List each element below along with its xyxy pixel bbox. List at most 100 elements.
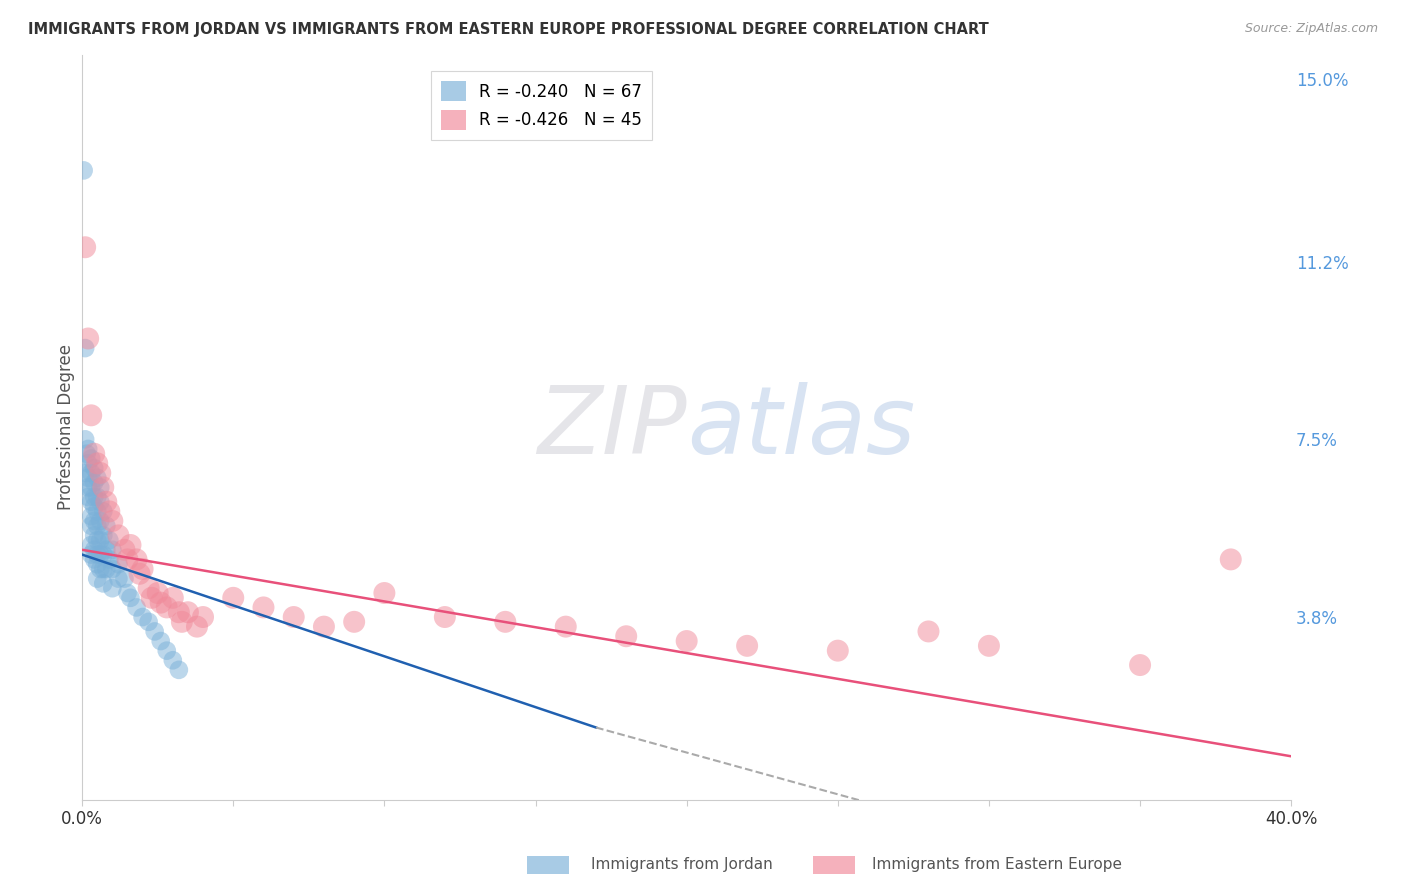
Point [252,600,274,615]
Point [80,451,103,466]
Point [72,163,94,178]
Point [138,615,160,629]
Point [96,542,118,557]
Point [977,639,1000,653]
Y-axis label: Professional Degree: Professional Degree [58,344,75,510]
Point [101,562,124,576]
Point [86,572,108,586]
Point [91,528,114,542]
Point [107,558,129,572]
Point [86,518,108,533]
Point [96,495,118,509]
Text: atlas: atlas [686,382,915,473]
Text: Immigrants from Jordan: Immigrants from Jordan [591,857,772,872]
Point [80,538,103,552]
Point [143,624,166,639]
Text: ZIP: ZIP [537,382,686,473]
Point [917,624,939,639]
Point [149,596,172,610]
Point [149,634,172,648]
Legend: R = -0.240   N = 67, R = -0.426   N = 45: R = -0.240 N = 67, R = -0.426 N = 45 [432,71,652,140]
Point [80,495,103,509]
Point [117,586,139,600]
Point [131,610,153,624]
Point [675,634,697,648]
Point [77,331,100,345]
Point [91,504,114,518]
Text: Immigrants from Eastern Europe: Immigrants from Eastern Europe [872,857,1122,872]
Text: IMMIGRANTS FROM JORDAN VS IMMIGRANTS FROM EASTERN EUROPE PROFESSIONAL DEGREE COR: IMMIGRANTS FROM JORDAN VS IMMIGRANTS FRO… [28,22,988,37]
Point [735,639,758,653]
Point [75,341,97,355]
Point [89,495,111,509]
Point [433,610,456,624]
Point [101,542,124,557]
Point [83,514,105,528]
Point [170,615,193,629]
Point [96,562,118,576]
Point [83,552,105,566]
Point [83,475,105,490]
Point [131,562,153,576]
Point [114,572,136,586]
Point [77,471,100,485]
Point [186,620,208,634]
Point [125,600,148,615]
Point [107,572,129,586]
Point [107,528,129,542]
Point [83,528,105,542]
Point [89,548,111,562]
Point [80,409,103,423]
Point [101,581,124,595]
Point [128,566,150,581]
Point [120,591,142,605]
Point [80,509,103,524]
Point [86,471,108,485]
Point [91,576,114,591]
Point [89,514,111,528]
Point [177,605,200,619]
Point [141,591,163,605]
Point [1129,658,1152,673]
Point [89,480,111,494]
Point [191,610,214,624]
Point [76,447,98,461]
Point [86,456,108,470]
Point [343,615,366,629]
Point [80,466,103,480]
Point [222,591,245,605]
Point [86,490,108,504]
Point [80,480,103,494]
Point [98,504,121,518]
Point [114,542,136,557]
Point [80,518,103,533]
Point [77,490,100,504]
Point [75,466,97,480]
Point [283,610,305,624]
Point [91,480,114,494]
Point [162,653,184,667]
Point [86,504,108,518]
Point [156,600,179,615]
Point [75,240,97,254]
Point [77,442,100,456]
Point [125,552,148,566]
Point [373,586,395,600]
Point [117,552,139,566]
Point [312,620,335,634]
Point [101,514,124,528]
Point [162,591,184,605]
Point [83,490,105,504]
Point [146,586,169,600]
Point [614,629,637,643]
Point [86,533,108,548]
Point [83,542,105,557]
Point [77,480,100,494]
Point [138,581,160,595]
Point [89,562,111,576]
Point [167,605,190,619]
Point [156,643,179,657]
Point [554,620,576,634]
Point [167,663,190,677]
Point [80,548,103,562]
